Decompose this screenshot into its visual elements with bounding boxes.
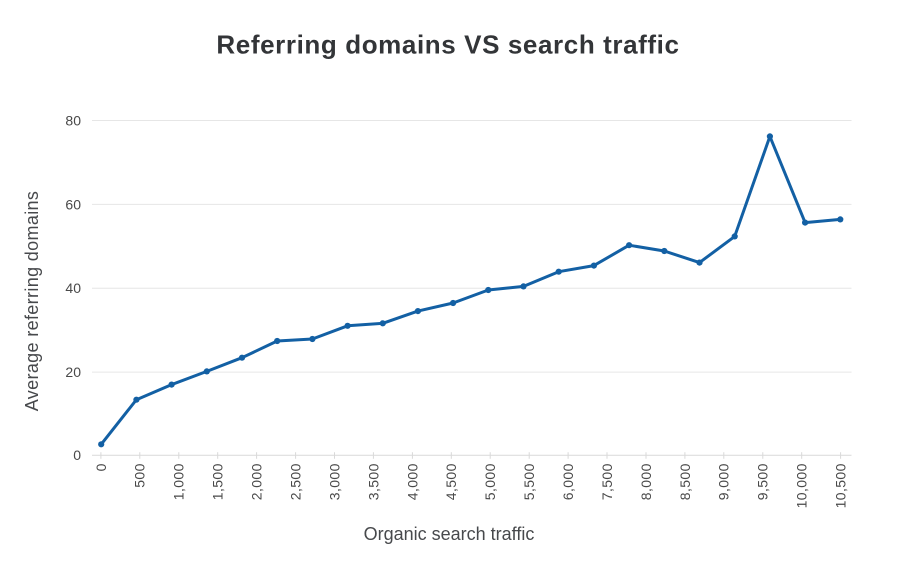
svg-text:1,500: 1,500 (210, 463, 226, 500)
svg-text:5,000: 5,000 (482, 463, 498, 500)
svg-text:4,500: 4,500 (443, 463, 459, 500)
svg-text:500: 500 (132, 463, 148, 488)
svg-text:6,000: 6,000 (560, 463, 576, 500)
svg-text:0: 0 (93, 463, 109, 471)
svg-text:40: 40 (65, 280, 81, 296)
svg-text:0: 0 (73, 447, 81, 463)
svg-text:8,500: 8,500 (677, 463, 693, 500)
svg-text:8,000: 8,000 (638, 463, 654, 500)
svg-text:3,000: 3,000 (326, 463, 342, 500)
svg-text:Referring domains VS search tr: Referring domains VS search traffic (216, 30, 679, 60)
svg-text:2,500: 2,500 (288, 463, 304, 500)
svg-text:9,000: 9,000 (716, 463, 732, 500)
svg-text:Average referring domains: Average referring domains (22, 191, 42, 412)
svg-text:4,000: 4,000 (404, 463, 420, 500)
svg-text:9,500: 9,500 (755, 463, 771, 500)
svg-text:7,500: 7,500 (599, 463, 615, 500)
svg-text:5,500: 5,500 (521, 463, 537, 500)
svg-text:3,500: 3,500 (365, 463, 381, 500)
svg-text:1,000: 1,000 (171, 463, 187, 500)
svg-text:20: 20 (65, 364, 81, 380)
svg-text:80: 80 (65, 112, 81, 128)
svg-text:10,000: 10,000 (794, 463, 810, 508)
svg-text:60: 60 (65, 196, 81, 212)
svg-text:Organic search traffic: Organic search traffic (364, 524, 535, 544)
svg-text:10,500: 10,500 (833, 463, 849, 508)
svg-text:2,000: 2,000 (249, 463, 265, 500)
